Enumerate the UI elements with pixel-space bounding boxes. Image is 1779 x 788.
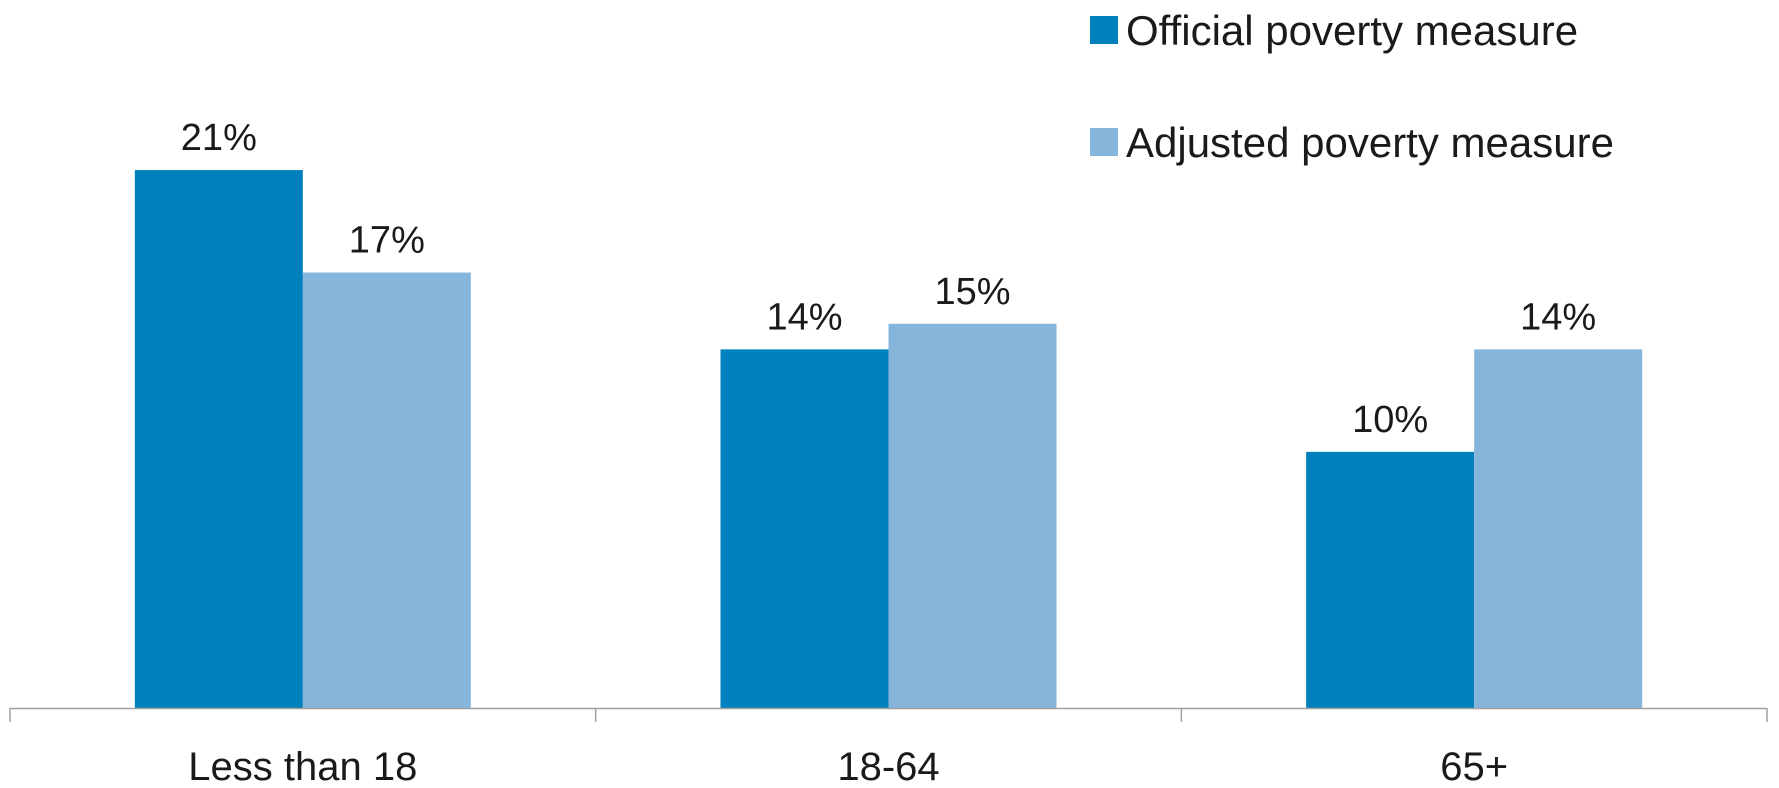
legend-swatch-adjusted [1090,128,1118,156]
legend-swatch-official [1090,16,1118,44]
legend: Official poverty measure Adjusted poverty… [1090,7,1614,166]
legend-label-adjusted: Adjusted poverty measure [1126,119,1614,166]
data-label-official-1: 21% [181,117,257,159]
data-label-official-2: 14% [766,296,842,338]
bars-group [134,170,1643,709]
bar-official-3 [1306,451,1475,708]
bar-adjusted-2 [888,323,1057,708]
data-label-adjusted-3: 14% [1520,296,1596,338]
x-tick-label-1: Less than 18 [188,745,417,788]
legend-label-official: Official poverty measure [1126,7,1578,54]
data-label-adjusted-1: 17% [349,220,425,262]
x-tick-label-2: 18-64 [837,745,939,788]
bar-adjusted-3 [1474,349,1643,708]
value-labels-group: 21% 17% 14% 15% 10% 14% [181,117,1596,441]
x-tick-label-3: 65+ [1440,745,1508,788]
data-label-official-3: 10% [1352,399,1428,441]
bar-adjusted-1 [302,272,471,708]
bar-official-2 [720,349,889,708]
data-label-adjusted-2: 15% [934,271,1010,313]
x-axis: Less than 18 18-64 65+ [9,707,1768,788]
bar-official-1 [134,170,303,709]
